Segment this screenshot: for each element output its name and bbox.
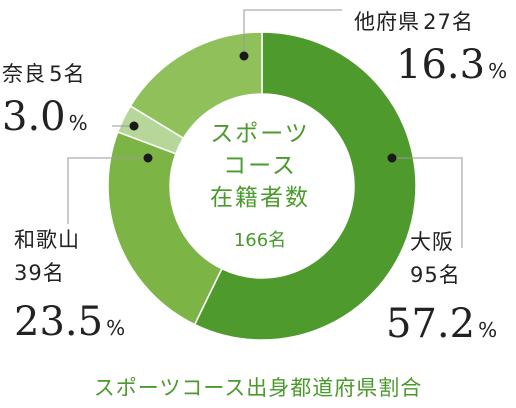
slice-percent: 3.0 <box>2 94 66 140</box>
center-count: 166名 <box>233 230 287 251</box>
slice-count: 95名 <box>410 263 461 287</box>
slice-count: 5名 <box>49 62 86 86</box>
center-title-line: コース <box>223 153 297 179</box>
slice-percent: 23.5 <box>14 299 104 345</box>
leader-dot-0 <box>387 153 397 163</box>
label-wakayama: 和歌山 39名 23.5% <box>14 228 126 345</box>
percent-unit: % <box>478 318 498 342</box>
slice-name: 和歌山 <box>14 228 80 252</box>
slice-percent: 16.3 <box>396 42 486 88</box>
center-title-line: スポーツ <box>210 121 310 147</box>
label-other-prefectures: 他府県 27名 16.3% <box>354 10 508 88</box>
label-osaka: 大阪 95名 57.2% <box>386 230 498 345</box>
slice-name: 奈良 <box>2 62 46 86</box>
center-title-line: 在籍者数 <box>210 185 310 211</box>
leader-line-3 <box>243 9 342 56</box>
leader-line-0 <box>392 157 463 248</box>
leader-dot-3 <box>239 51 249 61</box>
slice-count: 27名 <box>423 10 474 34</box>
slice-name: 他府県 <box>354 10 420 34</box>
label-nara: 奈良 5名 3.0% <box>2 62 88 140</box>
leader-line-1 <box>67 157 148 224</box>
leader-dot-2 <box>129 121 139 131</box>
slice-name: 大阪 <box>410 230 454 254</box>
donut-slice-3 <box>129 31 263 140</box>
chart-caption: スポーツコース出身都道府県割合 <box>93 376 423 400</box>
chart-center-label: スポーツ コース 在籍者数 166名 <box>190 118 330 252</box>
percent-unit: % <box>68 111 88 135</box>
donut-slice-1 <box>107 131 223 326</box>
percent-unit: % <box>106 316 126 340</box>
slice-count: 39名 <box>14 261 65 285</box>
leader-dot-1 <box>143 153 153 163</box>
slice-percent: 57.2 <box>386 301 476 347</box>
percent-unit: % <box>488 59 508 83</box>
donut-slice-0 <box>193 31 417 341</box>
